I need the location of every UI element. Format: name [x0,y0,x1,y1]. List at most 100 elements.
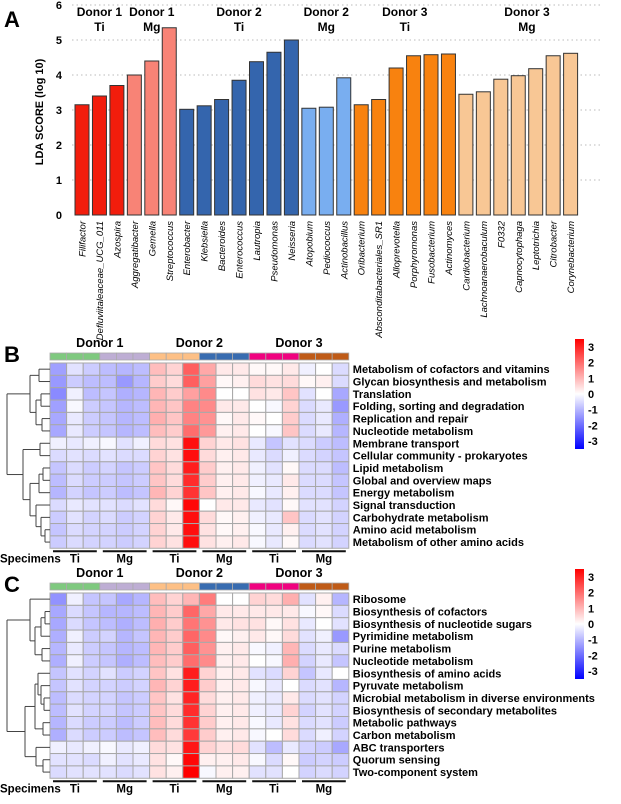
column-annotation [132,582,151,591]
colorbar-tick-label: -1 [588,635,598,647]
heatmap-cell [298,728,317,742]
heatmap-cell [66,629,84,643]
heatmap-cell [49,473,68,487]
bar [423,54,439,216]
heatmap-cell [232,399,250,413]
heatmap-cell [165,399,184,413]
heatmap-cell [232,592,250,606]
heatmap-cell [331,617,350,631]
heatmap-cell [248,666,267,680]
heatmap-cell [82,678,101,693]
heatmap-cell [182,753,200,767]
heatmap-cell [331,654,350,668]
donor-label: Donor 2 [176,566,223,580]
heatmap-cell [232,436,250,450]
heatmap-cell [149,641,167,656]
heatmap-cell [82,387,101,401]
heatmap-cell [115,399,134,413]
heatmap-cell [182,654,200,668]
heatmap-cell [281,703,300,718]
specimen-label: Ti [269,783,279,795]
heatmap-cell [115,486,134,500]
heatmap-cell [149,473,167,487]
row-label: Carbon metabolism [353,730,456,742]
row-label: Metabolism of other amino acids [353,537,524,549]
heatmap-cell [132,498,151,512]
column-annotation [116,352,134,361]
heatmap-cell [149,399,167,413]
heatmap-cell [248,592,267,606]
x-tick-label: Lautropia [252,221,263,261]
bar [545,55,561,216]
heatmap-cell [82,374,101,389]
heatmap-cell [66,654,84,668]
heatmap-cell [232,535,250,549]
heatmap-cell [66,498,84,512]
colorbar-tick-label: 1 [588,373,594,385]
bar [91,95,107,216]
heatmap-cell [298,411,317,426]
heatmap-cell [315,473,333,487]
heatmap-cell [298,678,317,693]
heatmap-cell [82,592,101,606]
heatmap-cell [165,691,184,705]
row-label: Carbohydrate metabolism [353,512,489,524]
heatmap-cell [66,703,84,718]
heatmap-cell [165,448,184,463]
heatmap-cell [82,740,101,755]
heatmap-cell [132,461,151,475]
heatmap-cell [281,641,300,656]
heatmap-cell [149,666,167,680]
heatmap-cell [198,486,217,500]
x-tick-label: F0332 [496,220,507,248]
heatmap-cell [66,716,84,730]
heatmap-cell [298,691,317,705]
heatmap-cell [232,654,250,668]
heatmap-cell [331,629,350,643]
group-label-donor: Donor 2 [216,5,262,19]
heatmap-cell [165,523,184,537]
heatmap-cell [298,753,317,767]
heatmap-cell [281,362,300,376]
heatmap-cell [182,666,200,680]
heatmap-cell [182,510,200,525]
heatmap-cell [165,604,184,619]
heatmap-cell [281,498,300,512]
column-annotation [215,582,234,591]
y-tick-label: 2 [56,140,62,152]
heatmap-cell [165,510,184,525]
row-label: Biosynthesis of cofactors [353,607,487,619]
heatmap-cell [149,654,167,668]
bar [266,51,282,216]
heatmap-cell [331,448,350,463]
heatmap-cell [149,765,167,779]
column-annotation [182,352,200,361]
heatmap-cell [331,374,350,389]
heatmap-cell [198,399,217,413]
group-label-specimen: Mg [318,20,335,34]
heatmap-cell [215,362,234,376]
heatmap-cell [182,728,200,742]
heatmap-cell [49,666,68,680]
heatmap-cell [281,654,300,668]
bar [249,61,264,216]
heatmap-cell [115,604,134,619]
column-annotation [232,352,250,361]
heatmap-cell [298,617,317,631]
heatmap-cell [248,716,267,730]
column-annotation [182,582,200,591]
heatmap-cell [265,523,283,537]
heatmap-cell [149,703,167,718]
heatmap-cell [331,411,350,426]
heatmap-cell [182,691,200,705]
heatmap-cell [298,666,317,680]
heatmap-cell [198,678,217,693]
heatmap-cell [265,374,283,389]
heatmap-cell [298,765,317,779]
x-tick-label: Neisseria [287,221,298,261]
row-label: Metabolic pathways [353,718,457,730]
heatmap-cell [198,666,217,680]
heatmap-cell [132,691,151,705]
heatmap-cell [215,424,234,438]
heatmap-cell [49,387,68,401]
